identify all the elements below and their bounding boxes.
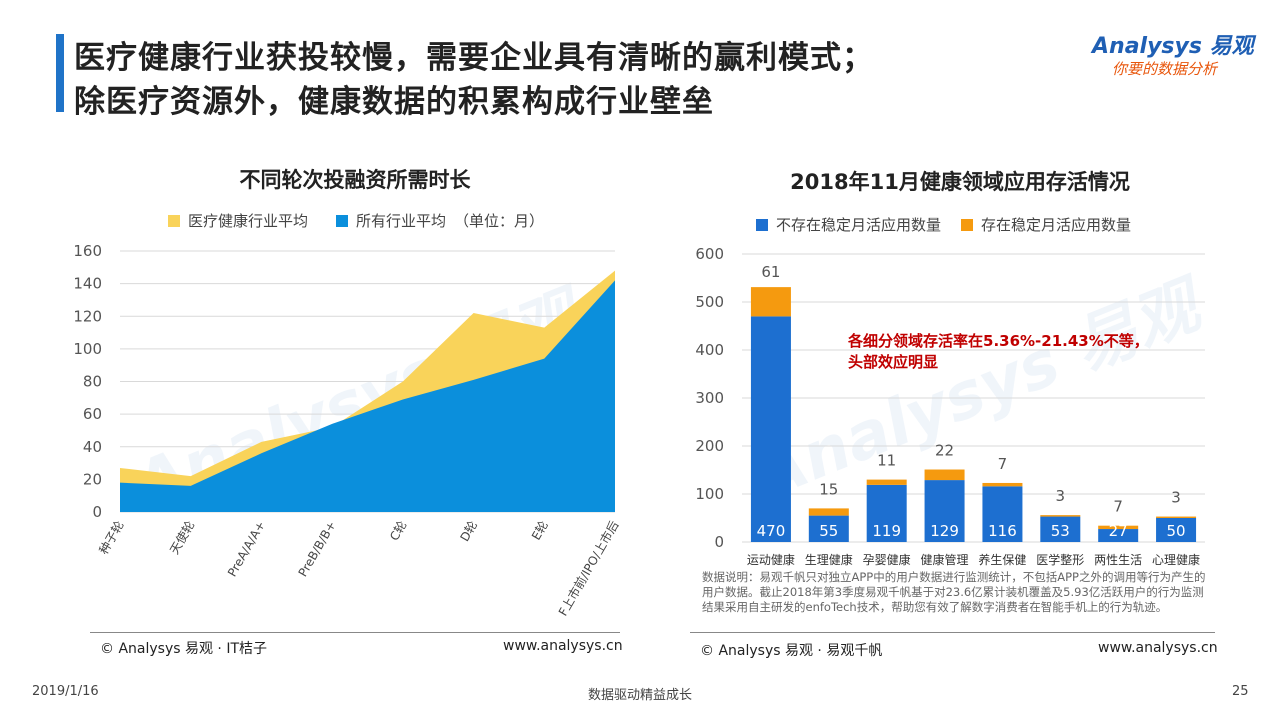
legend-swatch-healthcare (168, 214, 180, 227)
bar-stable (808, 508, 849, 516)
bar-unstable (1156, 518, 1197, 542)
bar-value-stable: 3 (1056, 487, 1066, 505)
bar-value-unstable: 470 (757, 522, 786, 540)
bar-value-stable: 15 (819, 480, 838, 498)
x-tick-label: 养生保健 (978, 552, 1026, 567)
right-website: www.analysys.cn (1098, 640, 1218, 656)
footer-date: 2019/1/16 (32, 684, 99, 699)
y-tick-label: 60 (83, 405, 102, 423)
logo-tagline: 你要的数据分析 (1112, 60, 1218, 78)
x-tick-label: 心理健康 (1152, 552, 1200, 567)
y-tick-label: 120 (73, 307, 102, 325)
legend-label-unstable: 不存在稳定月活应用数量 (776, 216, 942, 234)
bar-unstable (924, 480, 965, 542)
footer-slogan: 数据驱动精益成长 (587, 688, 692, 703)
x-tick-label: C轮 (387, 519, 409, 544)
left-website: www.analysys.cn (503, 638, 623, 654)
legend-label-all: 所有行业平均 (356, 212, 447, 230)
bar-stable (1098, 525, 1139, 530)
bar-value-unstable: 55 (819, 522, 838, 540)
bar-value-stable: 3 (1171, 489, 1181, 507)
x-tick-label: 运动健康 (747, 552, 795, 567)
x-tick-label: F上市前/IPO/上市后 (555, 518, 622, 618)
x-tick-label: D轮 (457, 519, 480, 544)
analysys-logo: Analysys 易观 你要的数据分析 (1092, 28, 1262, 84)
y-tick-label: 40 (83, 438, 102, 456)
y-tick-label: 600 (695, 245, 724, 263)
left-chart-title: 不同轮次投融资所需时长 (239, 168, 471, 192)
y-tick-label: 0 (92, 503, 102, 521)
bar-unstable (1098, 529, 1139, 542)
bar-unstable (750, 316, 791, 542)
annotation-line1: 各细分领域存活率在5.36%-21.43%不等， (848, 332, 1149, 350)
bar-unstable (808, 515, 849, 542)
x-tick-label: 生理健康 (805, 552, 853, 567)
bar-unstable (866, 484, 907, 542)
x-tick-label: 两性生活 (1094, 553, 1142, 567)
bar-value-unstable: 27 (1109, 522, 1128, 540)
bar-stable (982, 482, 1023, 487)
bar-stable (866, 479, 907, 485)
bar-value-unstable: 53 (1051, 522, 1070, 540)
y-tick-label: 100 (73, 340, 102, 358)
left-divider (90, 632, 620, 633)
y-tick-label: 500 (695, 293, 724, 311)
x-tick-label: 孕婴健康 (863, 552, 911, 567)
y-tick-label: 400 (695, 341, 724, 359)
x-tick-label: PreA/A/A+ (225, 519, 268, 580)
right-bar-chart: 0 100 200 300 400 500 600 470 61 运动健康 55 15 生理健康 119 1… (695, 245, 1205, 567)
legend-swatch-all (336, 214, 349, 227)
bar-value-unstable: 129 (930, 522, 959, 540)
right-chart-legend: 不存在稳定月活应用数量 存在稳定月活应用数量 (756, 214, 1131, 235)
left-area-chart: 0 20 40 60 80 100 120 140 160 种子轮 天使轮 PreA/A/A+ PreB… (73, 242, 622, 618)
right-divider (690, 632, 1215, 633)
x-tick-label: 天使轮 (166, 518, 197, 557)
right-chart-title: 2018年11月健康领域应用存活情况 (790, 170, 1130, 194)
y-tick-label: 100 (695, 485, 724, 503)
bar-value-stable: 11 (877, 452, 896, 470)
page-title-line1: 医疗健康行业获投较慢，需要企业具有清晰的赢利模式； (74, 40, 874, 76)
y-tick-label: 200 (695, 437, 724, 455)
legend-label-healthcare: 医疗健康行业平均 (188, 212, 309, 230)
x-tick-label: 健康管理 (921, 552, 969, 567)
y-tick-label: 0 (714, 533, 724, 551)
bar-value-stable: 7 (1113, 498, 1123, 516)
bar-stable (1156, 516, 1197, 518)
bar-value-unstable: 116 (988, 522, 1017, 540)
bar-value-stable: 7 (998, 455, 1008, 473)
chart-annotation: 各细分领域存活率在5.36%-21.43%不等， 头部效应明显 (848, 331, 1168, 373)
bar-stable (924, 469, 965, 481)
bar-stable (750, 287, 791, 317)
bar-unstable (982, 486, 1023, 542)
data-note: 数据说明：易观千帆只对独立APP中的用户数据进行监测统计，不包括APP之外的调用… (702, 570, 1206, 614)
bar-stable (1040, 515, 1081, 517)
legend-unit: （单位：月） (454, 212, 545, 230)
x-tick-label: E轮 (529, 519, 551, 543)
y-tick-label: 80 (83, 373, 102, 391)
y-tick-label: 160 (73, 242, 102, 260)
y-tick-label: 140 (73, 275, 102, 293)
legend-swatch-unstable (756, 218, 768, 231)
page-title-line2: 除医疗资源外，健康数据的积累构成行业壁垒 (74, 84, 714, 120)
left-source: © Analysys 易观 · IT桔子 (100, 641, 268, 657)
y-tick-label: 20 (83, 470, 102, 488)
area-series-all-industries (120, 280, 615, 512)
bar-unstable (1040, 516, 1081, 542)
bar-value-stable: 22 (935, 442, 954, 460)
bar-value-unstable: 50 (1167, 522, 1186, 540)
y-tick-label: 300 (695, 389, 724, 407)
footer-page-number: 25 (1232, 684, 1249, 699)
right-source: © Analysys 易观 · 易观千帆 (700, 643, 883, 659)
logo-main-text: Analysys 易观 (1092, 34, 1254, 59)
x-tick-label: 医学整形 (1036, 552, 1084, 567)
legend-label-stable: 存在稳定月活应用数量 (981, 216, 1132, 234)
x-tick-label: PreB/B/B+ (296, 519, 339, 580)
x-tick-label: 种子轮 (96, 519, 126, 557)
title-accent-bar (56, 34, 64, 112)
left-chart-legend: 医疗健康行业平均 所有行业平均 （单位：月） (168, 210, 544, 231)
annotation-line2: 头部效应明显 (848, 353, 939, 371)
bar-value-stable: 61 (761, 263, 780, 281)
bar-value-unstable: 119 (872, 522, 901, 540)
legend-swatch-stable (961, 218, 974, 231)
